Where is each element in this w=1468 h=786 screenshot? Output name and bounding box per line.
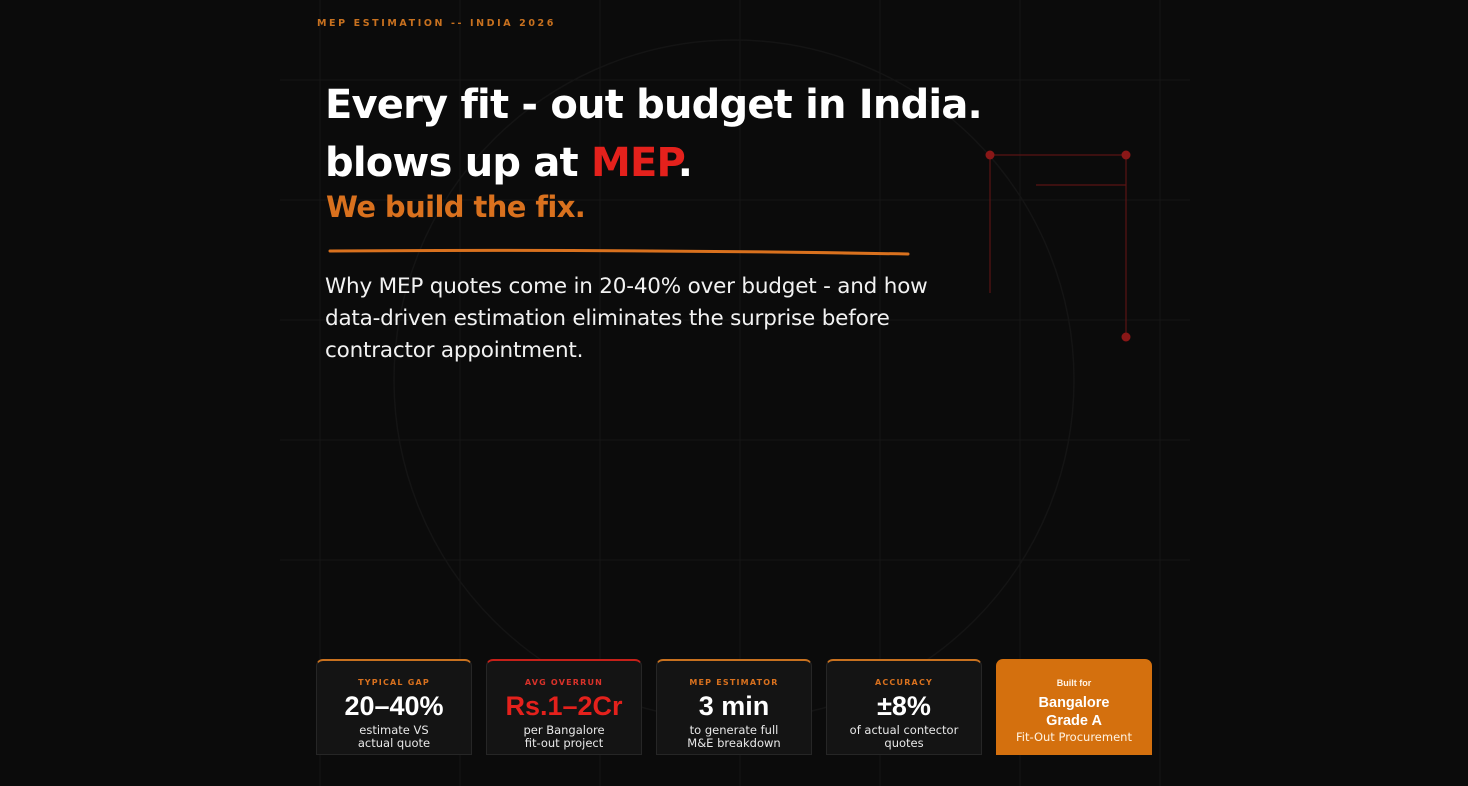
stats-row: TYPICAL GAP 20–40% estimate VS actual qu… xyxy=(316,659,1152,755)
decorative-frame xyxy=(985,150,1131,342)
headline-line-2-suffix: . xyxy=(677,140,693,186)
stat-value: Rs.1–2Cr xyxy=(505,691,623,721)
headline-line-2-prefix: blows up at xyxy=(325,140,591,186)
stat-description: estimate VS actual quote xyxy=(317,724,471,750)
built-for-label: Built for xyxy=(1056,678,1092,688)
stat-desc-line: M&E breakdown xyxy=(687,736,781,750)
built-for-grade: Grade A xyxy=(1046,713,1102,729)
stat-desc-line: per Bangalore xyxy=(523,723,605,737)
stat-desc-line: quotes xyxy=(884,736,924,750)
stat-desc-line: of actual contector xyxy=(849,723,959,737)
stat-value: 3 min xyxy=(698,691,770,721)
built-for-city: Bangalore xyxy=(1038,695,1110,711)
stat-card-accuracy: ACCURACY ±8% of actual contector quotes xyxy=(826,659,982,755)
headline-line-1: Every fit - out budget in India. xyxy=(325,82,983,128)
built-for-scope: Fit-Out Procurement xyxy=(1016,730,1132,744)
stat-description: per Bangalore fit-out project xyxy=(487,724,641,750)
stat-value: ±8% xyxy=(877,691,931,721)
stat-description: of actual contector quotes xyxy=(827,724,981,750)
underline-stroke xyxy=(328,248,910,256)
intro-paragraph: Why MEP quotes come in 20-40% over budge… xyxy=(325,274,928,363)
stat-card-typical-gap: TYPICAL GAP 20–40% estimate VS actual qu… xyxy=(316,659,472,755)
stat-desc-line: to generate full xyxy=(689,723,779,737)
stat-desc-line: fit-out project xyxy=(524,736,604,750)
built-for-card[interactable]: Built for Bangalore Grade A Fit-Out Proc… xyxy=(996,659,1152,755)
page-title: Every fit - out budget in India. blows u… xyxy=(325,76,983,192)
stat-label: AVG OVERRUN xyxy=(524,678,604,687)
stat-label: MEP ESTIMATOR xyxy=(689,678,779,687)
subheadline: We build the fix. xyxy=(326,190,586,224)
stat-card-mep-estimator: MEP ESTIMATOR 3 min to generate full M&E… xyxy=(656,659,812,755)
stat-desc-line: actual quote xyxy=(357,736,431,750)
stat-label: ACCURACY xyxy=(874,678,934,687)
eyebrow-label: MEP ESTIMATION -- INDIA 2026 xyxy=(317,18,556,29)
stat-description: to generate full M&E breakdown xyxy=(657,724,811,750)
headline-accent: MEP xyxy=(591,140,679,186)
stat-desc-line: estimate VS xyxy=(359,723,429,737)
stat-value: 20–40% xyxy=(344,691,444,721)
stat-label: TYPICAL GAP xyxy=(358,678,430,687)
stat-card-avg-overrun: AVG OVERRUN Rs.1–2Cr per Bangalore fit-o… xyxy=(486,659,642,755)
